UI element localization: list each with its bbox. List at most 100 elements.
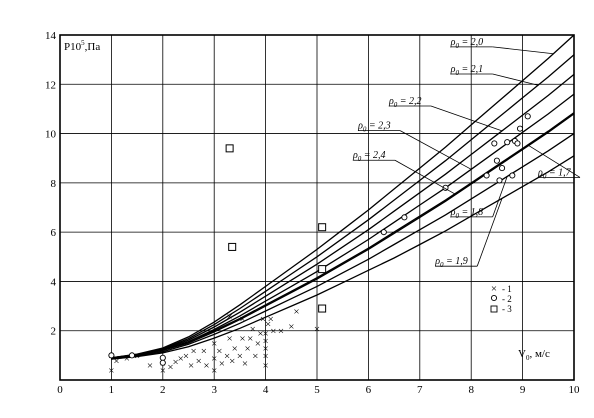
curve-series-3 [111,73,575,359]
point-x: × [113,355,119,367]
x-tick-label: 8 [468,384,474,396]
point-x: × [229,355,235,367]
x-tick-label: 6 [366,384,372,396]
point-x: × [160,365,166,377]
point-square [228,242,237,251]
point-x: × [216,345,222,357]
point-x: × [224,350,230,362]
point-x: × [262,343,268,355]
x-tick-label: 0 [57,384,63,396]
curve-label-8: ρ0 = 1,7 [537,167,572,180]
y-tick-label: 6 [51,227,57,239]
point-x: × [262,360,268,372]
label-leader [399,130,472,170]
x-tick-label: 1 [109,384,115,396]
y-tick-label: 4 [51,276,57,288]
point-x: × [211,365,217,377]
point-x: × [250,323,256,335]
label-leader [492,73,539,86]
point-x: × [270,326,276,338]
point-circle [509,172,516,179]
x-tick-label: 7 [417,384,423,396]
y-tick-label: 14 [45,30,57,42]
x-axis-label: V0, м/с [518,348,550,362]
x-tick-label: 5 [314,384,320,396]
point-x: × [239,313,245,325]
point-circle [401,214,408,221]
label-leader [492,176,508,218]
point-x: × [255,338,261,350]
point-square [318,223,327,232]
curve-label-3: ρ0 = 2,2 [388,96,422,109]
point-x: × [183,350,189,362]
point-x: × [278,326,284,338]
point-x: × [239,333,245,345]
point-circle [159,359,166,366]
point-x: × [178,353,184,365]
label-leader [430,105,503,132]
legend-marker-1: × [491,283,497,295]
point-circle [491,140,498,147]
point-square [318,304,327,313]
point-circle [504,139,511,146]
point-x: × [257,328,263,340]
point-x: × [245,343,251,355]
point-x: × [237,350,243,362]
y-axis-label: P105,Па [64,39,100,53]
point-circle [496,177,503,184]
point-circle [514,140,521,147]
curve-label-1: ρ0 = 2,0 [450,37,484,50]
point-circle [498,165,506,172]
point-circle [159,354,166,361]
legend: × - 1 - 2 - 3 [490,283,512,314]
point-x: × [262,328,268,340]
point-circle [524,113,531,120]
point-x: × [227,311,233,323]
curve-series-8 [111,112,575,359]
point-x: × [108,365,114,377]
point-x: × [314,323,320,335]
curve-series-2 [111,54,575,359]
curves [111,34,575,360]
point-circle [483,172,490,179]
point-x: × [265,318,271,330]
legend-label-2: - 2 [502,294,512,304]
point-x: × [288,321,294,333]
point-x: × [260,313,266,325]
point-circle [108,352,115,359]
point-x: × [191,345,197,357]
curve-label-2: ρ0 = 2,1 [450,64,484,77]
curve-label-6: ρ0 = 1,9 [434,256,468,269]
curve-series-5 [111,113,575,359]
curve-label-7: ρ0 = 1,8 [450,207,484,220]
point-circle [493,157,500,164]
grid-lines [60,35,574,380]
point-circle [128,352,136,359]
point-x: × [196,355,202,367]
point-x: × [201,345,207,357]
curve-label-5: ρ0 = 2,4 [352,150,386,163]
y-tick-label: 12 [45,79,56,91]
point-x: × [173,357,179,369]
point-x: × [227,333,233,345]
point-x: × [124,353,130,365]
point-x: × [262,336,268,348]
point-x: × [188,360,194,372]
legend-label-3: - 3 [502,304,512,314]
data-points: ×× × ×× × ××××××××× ×××××××××××××××××××××××××… [108,113,531,377]
point-circle [516,125,524,132]
x-tick-label: 9 [520,384,526,396]
point-x: × [167,361,173,373]
label-leader [527,144,581,178]
x-tick-label: 10 [569,384,581,396]
label-leader [394,159,456,195]
y-tick-label: 2 [51,326,57,338]
legend-marker-3 [490,305,498,313]
point-x: × [268,313,274,325]
point-x: × [147,360,153,372]
point-square [225,144,234,153]
x-tick-labels: 0 1 2 3 4 5 6 7 8 9 10 [57,384,580,396]
x-tick-label: 2 [160,384,166,396]
point-x: × [293,306,299,318]
curve-series-1 [111,34,575,359]
